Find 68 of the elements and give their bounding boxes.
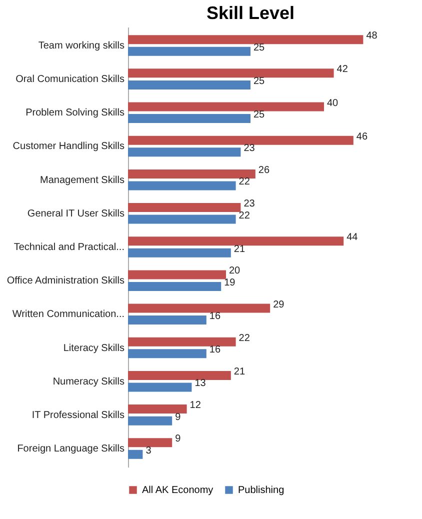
- bar: [128, 181, 236, 190]
- data-label: 44: [346, 232, 358, 244]
- data-label: 21: [234, 244, 246, 255]
- chart-title: Skill Level: [206, 3, 295, 23]
- data-label: 22: [238, 210, 250, 222]
- bar: [128, 68, 334, 78]
- bar: [128, 438, 172, 448]
- bar: [128, 337, 236, 346]
- data-label: 25: [254, 42, 266, 54]
- data-label: 23: [244, 143, 256, 154]
- data-label: 21: [234, 366, 246, 378]
- bar: [128, 136, 354, 145]
- data-label: 46: [356, 131, 368, 142]
- bar: [128, 270, 226, 280]
- bar: [128, 148, 241, 157]
- data-label: 25: [254, 76, 266, 87]
- data-label: 16: [209, 311, 221, 322]
- bar: [128, 35, 364, 44]
- legend-label: Publishing: [238, 485, 284, 496]
- bar: [128, 80, 250, 90]
- bar: [128, 316, 206, 325]
- data-label: 9: [175, 434, 182, 445]
- y-tick-label: Technical and Practical...: [14, 242, 124, 253]
- bar: [128, 416, 172, 426]
- y-tick-label: Management Skills: [40, 174, 124, 186]
- data-label: 48: [366, 30, 378, 42]
- data-label: 19: [224, 277, 236, 288]
- data-label: 25: [254, 110, 266, 121]
- data-label: 20: [229, 266, 241, 277]
- y-tick-label: Problem Solving Skills: [26, 108, 124, 119]
- data-label: 13: [194, 378, 206, 390]
- data-label: 26: [258, 164, 270, 176]
- data-label: 40: [327, 98, 339, 109]
- bar: [128, 370, 231, 380]
- bar: [128, 214, 236, 224]
- data-label: 9: [175, 412, 182, 423]
- bar: [128, 248, 231, 258]
- data-label: 23: [244, 198, 256, 210]
- data-label: 12: [190, 400, 202, 412]
- data-label: 22: [238, 176, 250, 188]
- bar: [128, 282, 222, 291]
- y-tick-label: General IT User Skills: [27, 208, 124, 220]
- data-label: 3: [146, 445, 152, 456]
- legend-label: All AK Economy: [142, 485, 214, 496]
- bar: [128, 203, 241, 212]
- bar: [128, 304, 270, 313]
- bar: [128, 404, 187, 414]
- y-tick-label: Oral Comunication Skills: [16, 74, 124, 86]
- data-label: 22: [238, 332, 250, 344]
- bar: [128, 169, 256, 178]
- y-tick-label: Team working skills: [38, 40, 124, 52]
- bar: [128, 114, 250, 124]
- y-tick-label: IT Professional Skills: [32, 410, 124, 421]
- data-label: 29: [273, 299, 285, 310]
- y-tick-label: Office Administration Skills: [6, 276, 124, 287]
- y-tick-label: Customer Handling Skills: [12, 141, 124, 152]
- y-tick-label: Literacy Skills: [63, 342, 124, 354]
- bar: [128, 382, 192, 392]
- data-label: 42: [336, 64, 348, 76]
- bar: [128, 236, 344, 246]
- y-tick-label: Numeracy Skills: [52, 376, 124, 388]
- bar: [128, 349, 206, 358]
- data-label: 16: [209, 344, 221, 356]
- bar: [128, 46, 250, 56]
- y-tick-label: Written Communication...: [12, 309, 124, 320]
- bar: [128, 450, 143, 459]
- y-tick-label: Foreign Language Skills: [17, 444, 124, 455]
- bar: [128, 102, 324, 112]
